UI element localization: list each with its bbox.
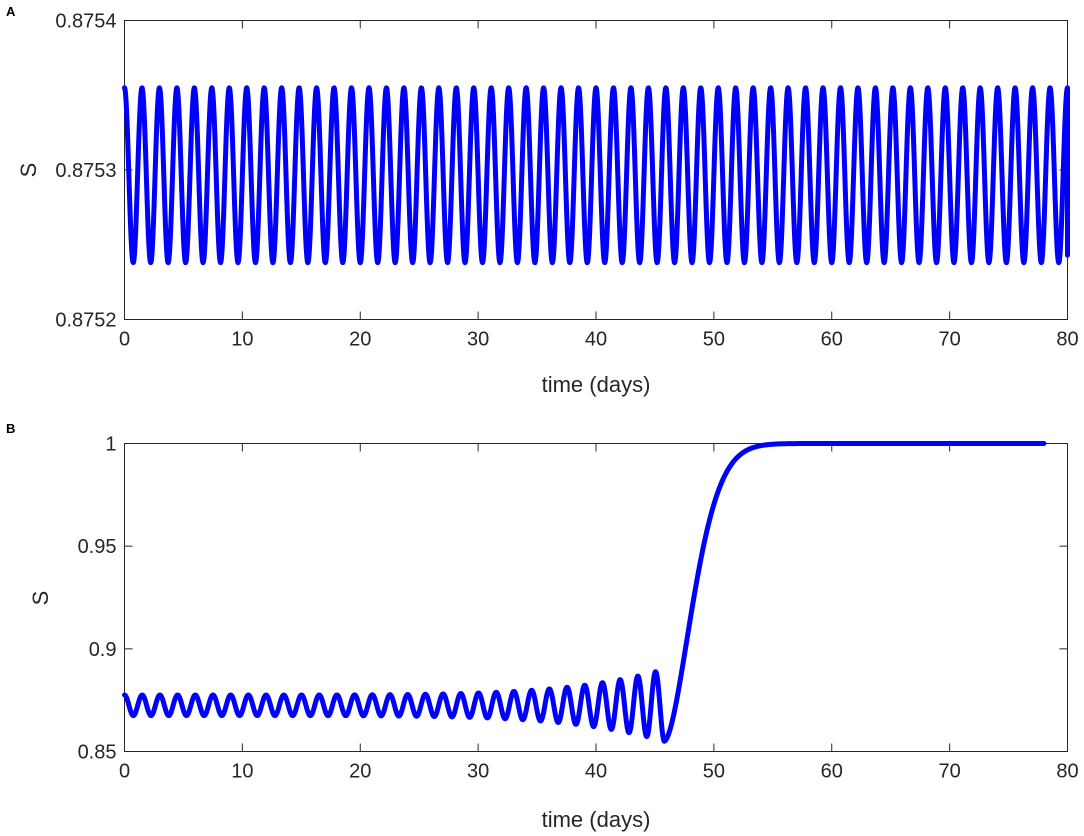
series-line-a: [122, 85, 1070, 266]
panel-label-a: A: [6, 4, 16, 19]
ticks-b: 0 10 20 30 40 50 60 70 80 0.85 0.9 0.95 1: [78, 434, 1079, 783]
x-tick-label-b: 10: [231, 761, 253, 783]
x-tick-label-b: 70: [939, 761, 961, 783]
series-line-b: [122, 441, 1047, 744]
panel-label-b: B: [6, 421, 15, 436]
y-tick-label-b: 1: [105, 434, 116, 456]
y-tick-label-b: 0.85: [78, 742, 117, 764]
x-tick-label-b: 80: [1056, 761, 1078, 783]
y-axis-label-a: S: [16, 163, 41, 178]
x-tick-label-a: 40: [585, 329, 607, 351]
x-tick-label-a: 50: [703, 329, 725, 351]
x-tick-label-a: 30: [467, 329, 489, 351]
x-tick-label-a: 0: [119, 329, 130, 351]
x-tick-label-a: 20: [349, 329, 371, 351]
x-tick-label-b: 20: [349, 761, 371, 783]
x-axis-label-b: time (days): [542, 807, 651, 832]
ticks-a: 0 10 20 30 40 50 60 70 80 0.8752 0.8753 0.8754: [55, 11, 1078, 351]
panel-b: B 0 10 20 30 40 50 60 70 80 0.85 0.9 0.95 1 time (da…: [6, 421, 1079, 832]
x-axis-label-a: time (days): [542, 372, 651, 397]
x-tick-label-b: 50: [703, 761, 725, 783]
x-tick-label-a: 70: [939, 329, 961, 351]
y-axis-label-b: S: [28, 591, 53, 606]
y-tick-label-a: 0.8752: [55, 310, 116, 332]
x-tick-label-a: 60: [821, 329, 843, 351]
y-tick-label-a: 0.8754: [55, 11, 116, 33]
x-tick-label-b: 0: [119, 761, 130, 783]
x-tick-label-a: 80: [1056, 329, 1078, 351]
x-tick-label-a: 10: [231, 329, 253, 351]
y-tick-label-b: 0.9: [89, 639, 117, 661]
y-tick-label-a: 0.8753: [55, 160, 116, 182]
x-tick-label-b: 40: [585, 761, 607, 783]
x-tick-label-b: 30: [467, 761, 489, 783]
x-tick-label-b: 60: [821, 761, 843, 783]
panel-a: A 0 10 20 30 40 50 60 70 80 0.8752 0.8753 0.8754 ti…: [6, 4, 1079, 397]
y-tick-label-b: 0.95: [78, 536, 117, 558]
